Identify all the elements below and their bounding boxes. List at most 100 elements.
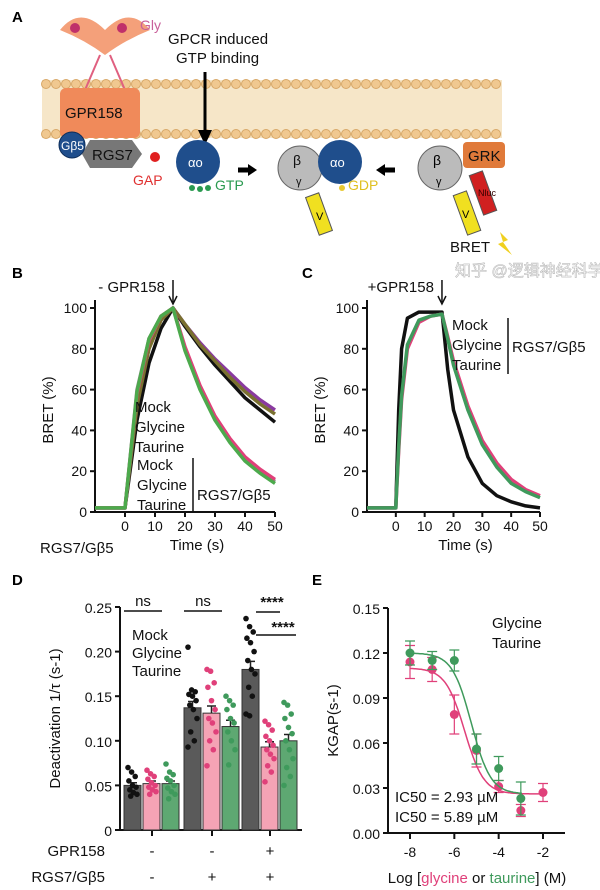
- data-point: [212, 706, 218, 713]
- x-axis-label: Time (s): [170, 537, 224, 554]
- data-point: [128, 769, 135, 775]
- y-tick-label: 60: [71, 382, 87, 398]
- y-axis-label: BRET (%): [312, 376, 329, 443]
- y-tick-label: 0.09: [353, 691, 380, 707]
- legend-mock: Mock: [132, 627, 168, 644]
- x-axis-label-part: taurine: [490, 870, 536, 887]
- gpr158-transmembrane: [60, 88, 140, 138]
- lipid-head: [421, 129, 431, 139]
- beta-label-2: β: [433, 152, 441, 168]
- data-point: [191, 738, 198, 744]
- data-point: [127, 793, 134, 799]
- data-point: [268, 769, 275, 775]
- arrow-head: [437, 295, 447, 306]
- data-point: [281, 782, 287, 789]
- alpha-o-gtp: [176, 140, 220, 184]
- lipid-head: [361, 79, 371, 89]
- data-point: [167, 778, 174, 784]
- lipid-head: [241, 129, 251, 139]
- gly-label: Gly: [140, 17, 161, 33]
- data-point: [232, 746, 238, 753]
- data-point: [271, 755, 277, 762]
- venus-tag-2: [452, 190, 482, 236]
- y-tick-label: 0.05: [85, 778, 112, 794]
- grk-shape: [463, 142, 505, 168]
- data-point: [165, 795, 172, 802]
- y-tick-label: 0.25: [85, 600, 112, 616]
- gpr158-sign: -: [150, 843, 155, 860]
- gdp-label: GDP: [348, 177, 378, 193]
- lipid-head: [151, 79, 161, 89]
- data-point: [133, 784, 139, 790]
- legend-mock: Mock: [452, 317, 488, 334]
- data-point: [267, 751, 274, 757]
- grk-label: GRK: [468, 148, 501, 165]
- y-tick-label: 20: [343, 463, 359, 479]
- lipid-head: [461, 79, 471, 89]
- data-point: [289, 730, 295, 737]
- data-point: [246, 623, 253, 630]
- lipid-head: [481, 129, 491, 139]
- lipid-head: [331, 129, 341, 139]
- data-point: [144, 767, 150, 774]
- data-point: [163, 761, 169, 767]
- series-line-taurine: [367, 312, 541, 510]
- lipid-head: [301, 129, 311, 139]
- panel-label-d: D: [12, 572, 23, 589]
- lipid-head: [271, 79, 281, 89]
- data-point: [516, 794, 526, 803]
- data-point: [187, 729, 194, 735]
- x-axis-label-part: Log [: [388, 870, 422, 887]
- panel-label-a: A: [12, 9, 23, 26]
- nluc-tag: [468, 170, 498, 216]
- lipid-head: [381, 129, 391, 139]
- lipid-head: [161, 79, 171, 89]
- significance-label: ns: [195, 593, 211, 610]
- data-point: [262, 718, 268, 724]
- lipid-head: [351, 129, 361, 139]
- rgs7-label: RGS7: [92, 147, 133, 164]
- y-tick-label: 0.15: [353, 601, 380, 617]
- lipid-head: [101, 79, 111, 89]
- y-axis-label: Deactivation 1/τ (s-1): [47, 648, 64, 788]
- y-tick-label: 80: [343, 341, 359, 357]
- data-point: [146, 791, 153, 798]
- data-point: [165, 785, 171, 791]
- venus-label-2: V: [462, 209, 470, 221]
- row-label: RGS7/Gβ5: [31, 869, 105, 886]
- lipid-head: [41, 79, 51, 89]
- data-point: [226, 697, 233, 704]
- data-point: [262, 779, 268, 785]
- venus-tag: [304, 192, 334, 236]
- data-point: [252, 671, 258, 677]
- lightning-icon: [498, 232, 512, 255]
- x-tick-label: 0: [121, 518, 129, 534]
- y-axis-label: BRET (%): [40, 376, 57, 443]
- x-axis-label: Log [glycine or taurine] (M): [388, 870, 566, 887]
- lipid-head: [321, 79, 331, 89]
- x-tick-label: 40: [237, 518, 253, 534]
- watermark: 知乎 @逻辑神经科学: [455, 262, 600, 280]
- gtp-dot: [189, 185, 195, 191]
- legend-taurine: Taurine: [135, 439, 184, 456]
- lipid-head: [371, 79, 381, 89]
- beta-gamma-subunit-2: [417, 145, 463, 191]
- data-point: [125, 764, 131, 771]
- gpr158-extracellular-domain: [60, 17, 150, 55]
- lipid-head: [431, 79, 441, 89]
- data-point: [170, 771, 176, 778]
- data-point: [145, 776, 151, 782]
- data-point: [244, 635, 250, 642]
- data-point: [213, 729, 219, 735]
- data-point: [187, 702, 193, 708]
- data-point: [225, 729, 231, 735]
- legend-taurine: Taurine: [132, 663, 181, 680]
- panel-label-b: B: [12, 265, 23, 282]
- data-point: [251, 648, 257, 655]
- lipid-head: [301, 79, 311, 89]
- lipid-head: [181, 129, 191, 139]
- data-point: [449, 710, 459, 719]
- data-point: [264, 746, 270, 753]
- lipid-head: [261, 129, 271, 139]
